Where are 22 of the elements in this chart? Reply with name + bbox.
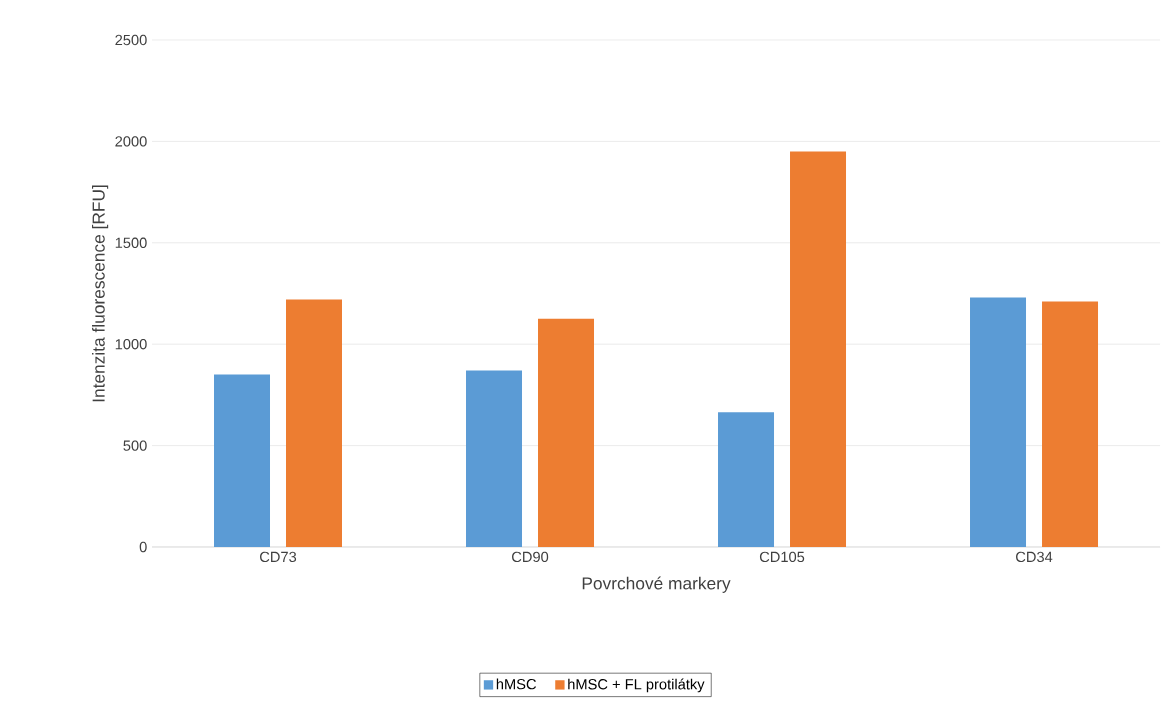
y-tick-label: 1500: [115, 237, 147, 248]
x-tick-label: CD73: [260, 551, 297, 563]
bar: [1042, 301, 1099, 547]
x-tick-label: CD105: [759, 551, 805, 563]
y-tick-label: 0: [139, 541, 147, 553]
bar: [286, 299, 342, 547]
y-axis-title: Intenzita fluorescence [RFU]: [92, 185, 109, 402]
y-tick-label: 1000: [115, 339, 147, 350]
x-tick-label: CD90: [512, 551, 549, 563]
legend-label: hMSC: [496, 678, 537, 690]
y-tick-label: 2500: [115, 34, 147, 46]
bar: [214, 374, 271, 547]
bar: [718, 412, 775, 547]
y-tick-label: 2000: [115, 136, 147, 147]
bar: [790, 151, 847, 547]
legend-label: hMSC + FL protilátky: [568, 678, 705, 693]
x-axis-title: Povrchové markery: [582, 576, 731, 593]
bar: [538, 318, 595, 547]
y-tick-label: 500: [123, 440, 147, 451]
bar: [466, 370, 523, 547]
x-tick-label: CD34: [1016, 551, 1053, 563]
bar: [970, 297, 1027, 547]
